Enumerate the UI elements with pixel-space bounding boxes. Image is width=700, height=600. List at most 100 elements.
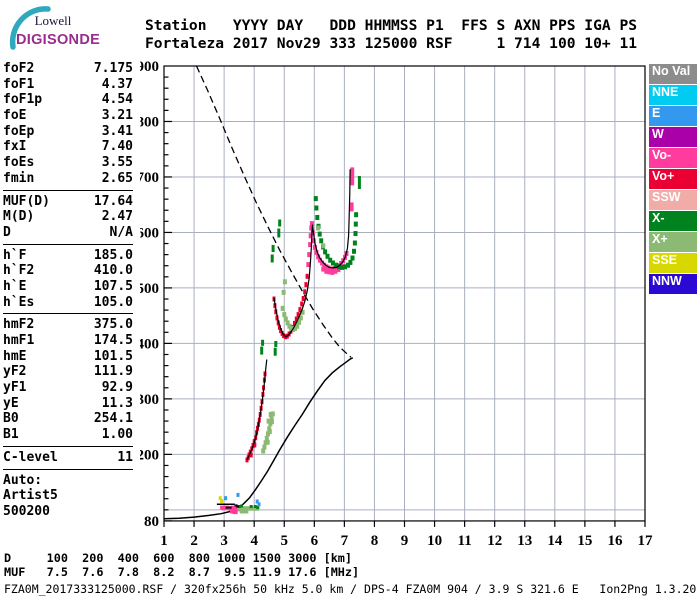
param-group: foF2 7.175 foF1 4.37 foF1p 4.54 foE 3.21 foEp 3.4… — [3, 61, 133, 191]
param-label: foF1p — [3, 92, 43, 108]
param-value: 11.3 — [101, 395, 133, 411]
param-label: foEp — [3, 123, 35, 139]
y-tick-label: 200 — [140, 447, 159, 463]
param-value: 4.54 — [101, 92, 133, 108]
param-label: hmE — [3, 348, 27, 364]
param-row-auto-: Auto: — [3, 473, 133, 489]
x-tick-label: 9 — [401, 533, 409, 549]
series-f1-x-echoes-lightgreen — [261, 411, 275, 454]
param-label: 500200 — [3, 503, 50, 519]
param-row-d: D N/A — [3, 225, 133, 241]
param-value: 3.55 — [101, 155, 133, 171]
legend-item-vo-: Vo+ — [649, 169, 697, 189]
param-group: hmF2 375.0 hmF1 174.5 hmE 101.5 yF2 111.9 yF1 92.… — [3, 317, 133, 447]
param-group: Auto: Artist5 500200 — [3, 473, 133, 523]
x-tick-label: 5 — [281, 533, 289, 549]
param-row-fxi: fxI 7.40 — [3, 139, 133, 155]
param-value: N/A — [109, 224, 133, 240]
series-f1-trace-overlay — [246, 359, 268, 461]
param-value: 410.0 — [93, 263, 133, 279]
series-es-yellow — [218, 496, 224, 503]
series-bottomside-profile — [163, 357, 354, 520]
param-row-foes: foEs 3.55 — [3, 155, 133, 171]
param-value: 7.40 — [101, 139, 133, 155]
param-row-muf-d-: MUF(D) 17.64 — [3, 194, 133, 210]
param-value: 1.00 — [101, 427, 133, 443]
param-row-h-es: h`Es 105.0 — [3, 295, 133, 311]
param-value: 185.0 — [93, 247, 133, 263]
legend-item-nne: NNE — [649, 85, 697, 105]
param-label: h`E — [3, 278, 27, 294]
param-row-c-level: C-level 11 — [3, 450, 133, 466]
param-value: 101.5 — [93, 348, 133, 364]
x-tick-label: 10 — [427, 533, 442, 549]
logo-graphic: Lowell DIGISONDE — [9, 6, 100, 50]
series-f2-x-echoes-lightgreen — [280, 225, 326, 332]
param-row-fmin: fmin 2.65 — [3, 171, 133, 187]
digisonde-logo: Lowell DIGISONDE — [6, 4, 110, 56]
x-tick-label: 12 — [487, 533, 502, 549]
param-value: 3.21 — [101, 108, 133, 124]
param-row-artist5: Artist5 — [3, 488, 133, 504]
param-row-yf2: yF2 111.9 — [3, 364, 133, 380]
param-label: h`F — [3, 247, 27, 263]
legend-item-vo-: Vo- — [649, 148, 697, 168]
param-label: B0 — [3, 411, 19, 427]
param-row-hme: hmE 101.5 — [3, 349, 133, 365]
x-tick-label: 1 — [160, 533, 168, 549]
param-row-hmf2: hmF2 375.0 — [3, 317, 133, 333]
y-tick-label: 80 — [144, 514, 159, 530]
param-label: Auto: — [3, 472, 43, 488]
param-value: 3.41 — [101, 123, 133, 139]
param-label: yF2 — [3, 364, 27, 380]
param-value: 254.1 — [93, 411, 133, 427]
legend-item-e: E — [649, 106, 697, 126]
param-label: foEs — [3, 155, 35, 171]
param-row-ye: yE 11.3 — [3, 396, 133, 412]
logo-lowell: Lowell — [35, 13, 72, 28]
y-tick-label: 900 — [140, 59, 159, 75]
series-es-black-dots — [225, 504, 240, 509]
param-row-h-f: h`F 185.0 — [3, 248, 133, 264]
param-label: D — [3, 224, 11, 240]
x-tick-label: 11 — [458, 533, 472, 549]
param-row-500200: 500200 — [3, 504, 133, 520]
param-row-m-d-: M(D) 2.47 — [3, 209, 133, 225]
param-row-fof1: foF1 4.37 — [3, 77, 133, 93]
gridlines — [164, 66, 645, 521]
x-tick-label: 4 — [250, 533, 258, 549]
series-es-blue — [224, 492, 261, 507]
param-label: hmF2 — [3, 317, 35, 333]
x-tick-label: 15 — [577, 533, 592, 549]
muf-row: MUF 7.5 7.6 7.8 8.2 8.7 9.5 11.9 17.6 [M… — [4, 565, 360, 579]
param-row-yf1: yF1 92.9 — [3, 380, 133, 396]
y-tick-label: 700 — [140, 170, 159, 186]
param-label: foF2 — [3, 61, 35, 76]
param-row-h-f2: h`F2 410.0 — [3, 263, 133, 279]
x-tick-label: 2 — [190, 533, 198, 549]
x-tick-label: 13 — [517, 533, 532, 549]
param-group: MUF(D) 17.64 M(D) 2.47 D N/A — [3, 194, 133, 245]
param-row-b0: B0 254.1 — [3, 411, 133, 427]
param-row-foep: foEp 3.41 — [3, 124, 133, 140]
param-row-foe: foE 3.21 — [3, 108, 133, 124]
y-tick-label: 800 — [140, 114, 159, 130]
x-tick-label: 17 — [638, 533, 654, 549]
param-label: foF1 — [3, 76, 35, 92]
param-value: 2.47 — [101, 209, 133, 225]
legend-item-w: W — [649, 127, 697, 147]
header-line-1: Station YYYY DAY DDD HHMMSS P1 FFS S AXN… — [145, 17, 638, 34]
param-row-b1: B1 1.00 — [3, 427, 133, 443]
param-label: fmin — [3, 170, 35, 186]
series-topside-profile-dashed — [195, 65, 352, 358]
series-darkgreen-dashes — [260, 176, 361, 356]
param-value: 375.0 — [93, 317, 133, 333]
param-label: h`F2 — [3, 263, 35, 279]
param-value: 92.9 — [101, 380, 133, 396]
file-info-line: FZA0M_2017333125000.RSF / 320fx256h 50 k… — [4, 582, 697, 596]
param-label: C-level — [3, 449, 58, 465]
param-row-h-e: h`E 107.5 — [3, 279, 133, 295]
